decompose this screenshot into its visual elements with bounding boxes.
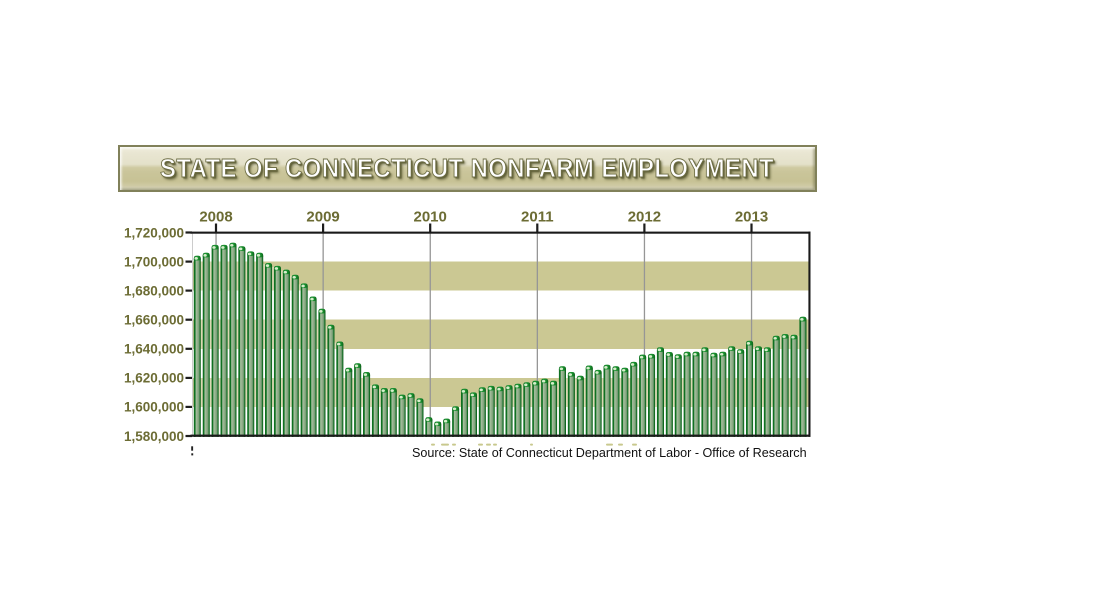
svg-text:2012: 2012 xyxy=(628,208,661,225)
svg-text:1,720,000: 1,720,000 xyxy=(124,225,184,240)
svg-text:2010: 2010 xyxy=(414,208,447,225)
svg-text:1,580,000: 1,580,000 xyxy=(124,429,184,444)
svg-text:1,640,000: 1,640,000 xyxy=(124,342,184,357)
svg-text:1,660,000: 1,660,000 xyxy=(124,313,184,328)
svg-text:2009: 2009 xyxy=(306,208,339,225)
svg-text:1,700,000: 1,700,000 xyxy=(124,254,184,269)
svg-text:2008: 2008 xyxy=(199,208,232,225)
svg-text:2011: 2011 xyxy=(521,208,554,225)
svg-text:1,620,000: 1,620,000 xyxy=(124,371,184,386)
svg-text:2013: 2013 xyxy=(735,208,768,225)
svg-text:Source: State of Connecticut D: Source: State of Connecticut Department … xyxy=(412,446,807,460)
svg-text:1,600,000: 1,600,000 xyxy=(124,400,184,415)
svg-text:1,680,000: 1,680,000 xyxy=(124,283,184,298)
